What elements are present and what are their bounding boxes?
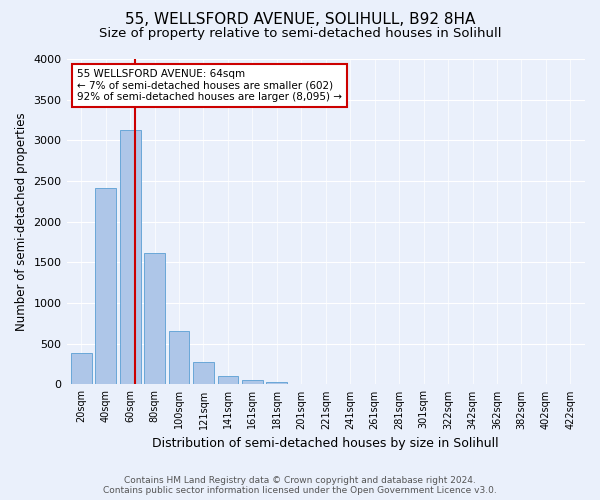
Bar — [169, 330, 190, 384]
Text: 55, WELLSFORD AVENUE, SOLIHULL, B92 8HA: 55, WELLSFORD AVENUE, SOLIHULL, B92 8HA — [125, 12, 475, 28]
Bar — [71, 352, 92, 384]
Bar — [120, 130, 140, 384]
Bar — [218, 376, 238, 384]
Bar — [193, 362, 214, 384]
Bar — [266, 382, 287, 384]
Text: Size of property relative to semi-detached houses in Solihull: Size of property relative to semi-detach… — [99, 28, 501, 40]
Text: Contains HM Land Registry data © Crown copyright and database right 2024.
Contai: Contains HM Land Registry data © Crown c… — [103, 476, 497, 495]
Bar — [95, 188, 116, 384]
Bar — [144, 252, 165, 384]
Bar — [242, 380, 263, 384]
Text: 55 WELLSFORD AVENUE: 64sqm
← 7% of semi-detached houses are smaller (602)
92% of: 55 WELLSFORD AVENUE: 64sqm ← 7% of semi-… — [77, 69, 342, 102]
X-axis label: Distribution of semi-detached houses by size in Solihull: Distribution of semi-detached houses by … — [152, 437, 499, 450]
Y-axis label: Number of semi-detached properties: Number of semi-detached properties — [15, 112, 28, 331]
